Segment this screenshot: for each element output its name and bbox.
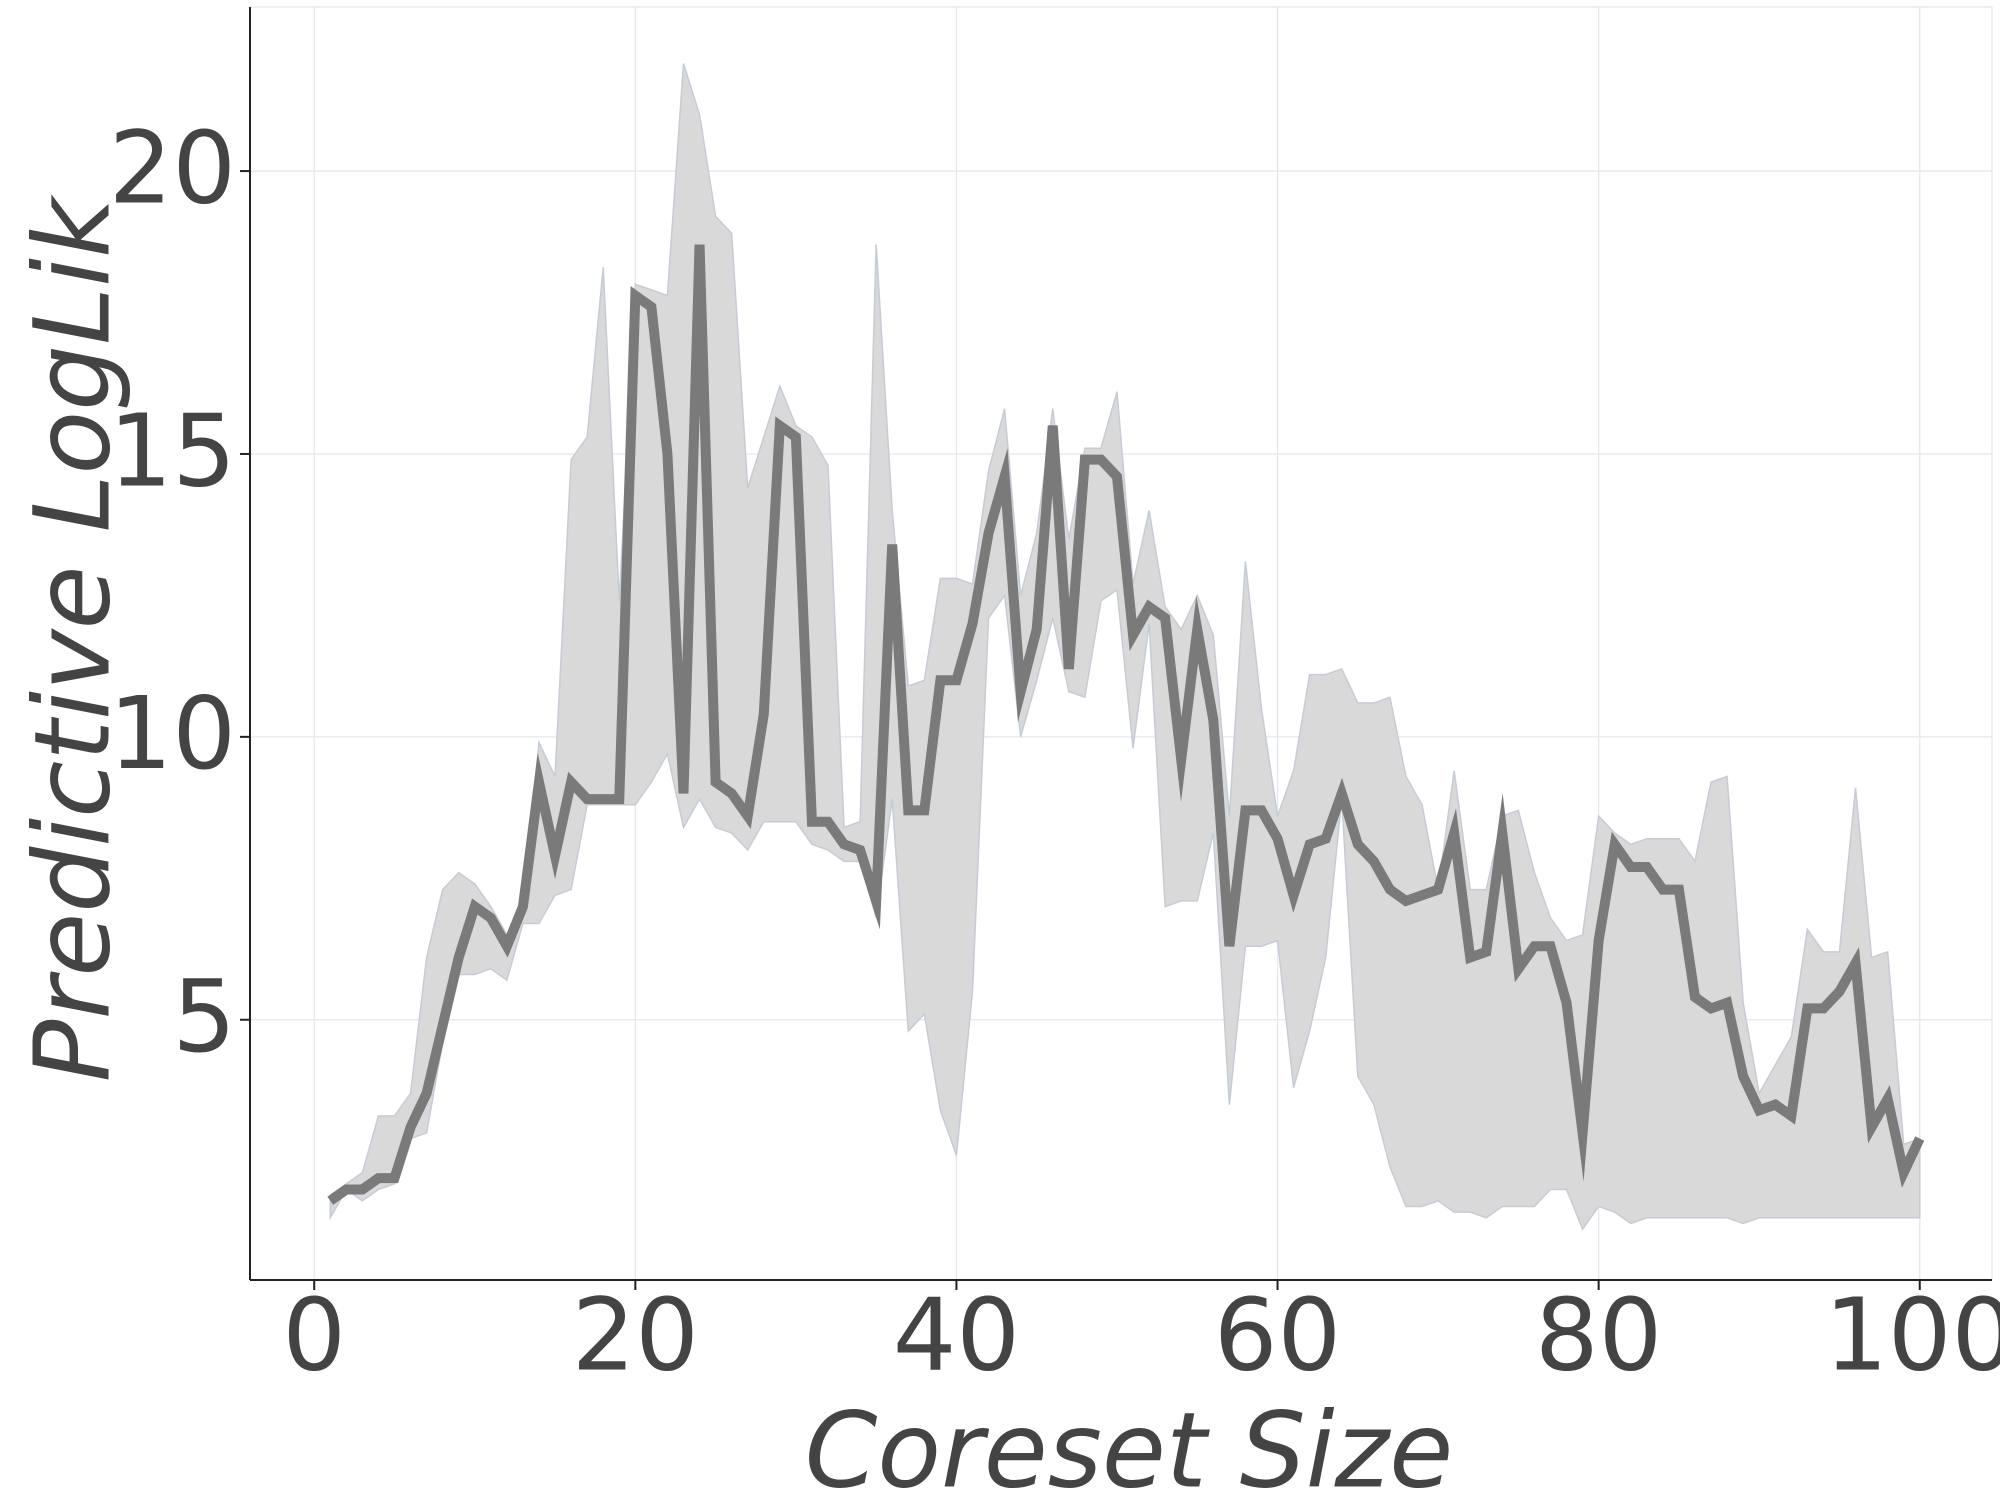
x-tick-label: 60 [1214, 1276, 1341, 1393]
x-axis-label: Coreset Size [805, 1389, 1453, 1500]
confidence-band [329, 63, 1921, 1231]
mean-line [327, 244, 1925, 1205]
y-tick-label: 20 [109, 109, 236, 226]
y-axis-label: Predictive LogLik [11, 194, 133, 1082]
x-tick-label: 40 [893, 1276, 1020, 1393]
y-tick-label: 10 [109, 675, 236, 792]
y-tick-label: 15 [109, 392, 236, 509]
x-tick-label: 80 [1535, 1276, 1662, 1393]
y-tick-label: 5 [172, 958, 236, 1075]
x-tick-label: 100 [1824, 1276, 2000, 1393]
x-tick-label: 20 [572, 1276, 699, 1393]
x-tick-label: 0 [282, 1276, 346, 1393]
